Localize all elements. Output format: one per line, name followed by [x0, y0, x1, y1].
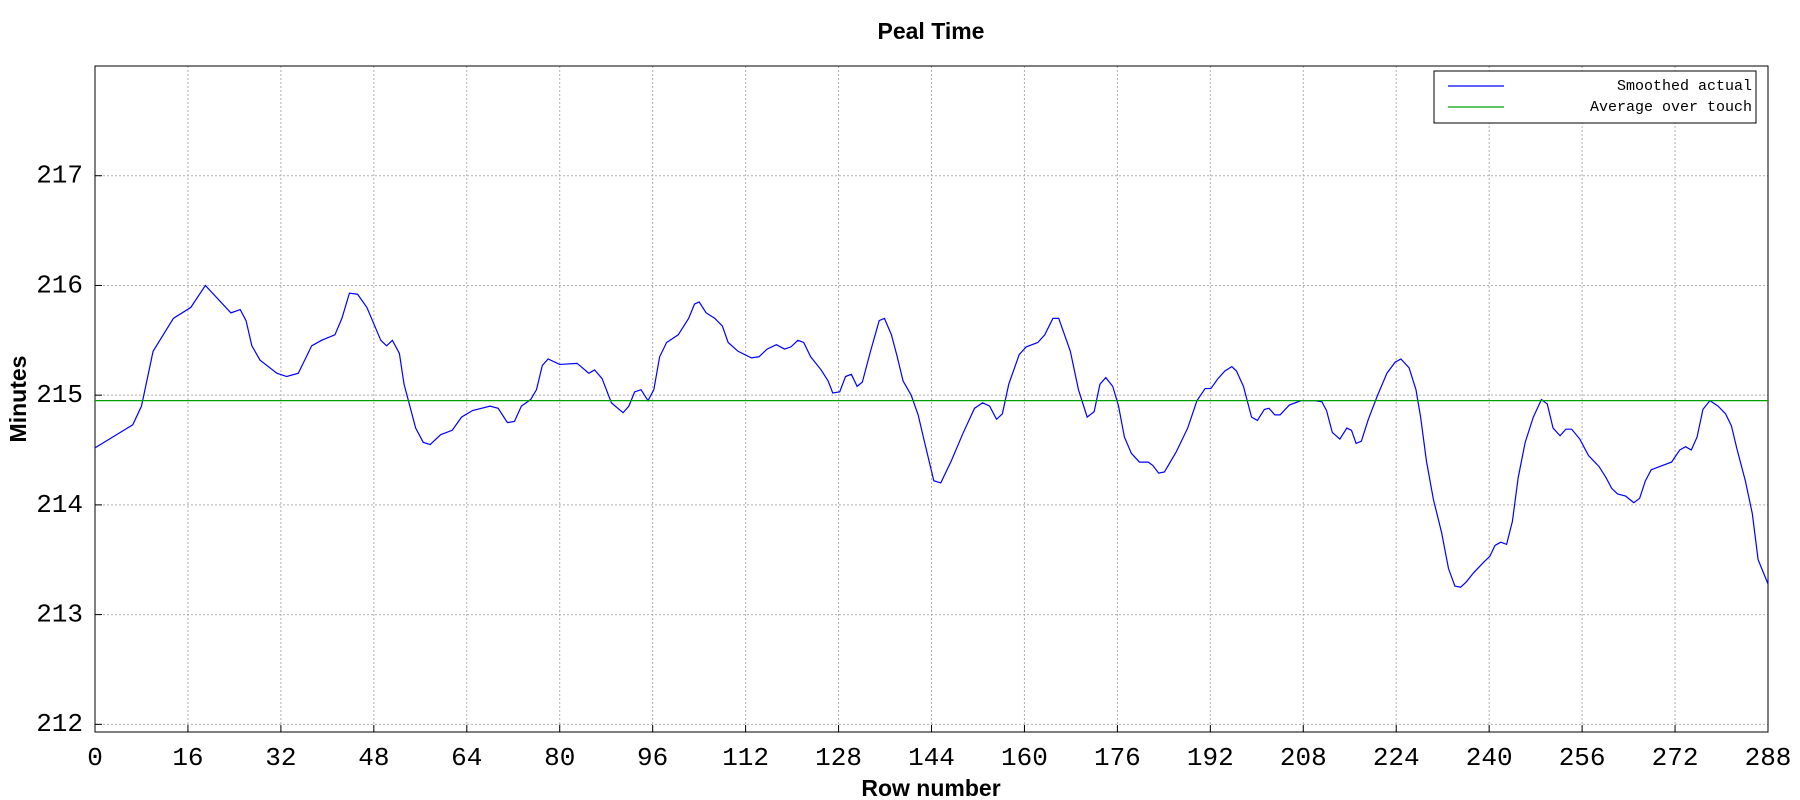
x-tick-label: 112: [722, 743, 769, 773]
legend-box: [1433, 70, 1757, 124]
x-tick-label: 256: [1559, 743, 1606, 773]
y-axis-label: Minutes: [5, 356, 31, 443]
y-tick-label: 216: [36, 270, 83, 300]
x-tick-label: 128: [815, 743, 862, 773]
chart-title: Peal Time: [878, 18, 985, 44]
x-tick-label: 160: [1001, 743, 1048, 773]
x-tick-label: 240: [1466, 743, 1513, 773]
legend-label: Average over touch: [1590, 99, 1752, 116]
x-tick-label: 192: [1187, 743, 1234, 773]
x-tick-label: 208: [1280, 743, 1327, 773]
x-tick-label: 96: [637, 743, 668, 773]
y-tick-label: 212: [36, 709, 83, 739]
legend-label: Smoothed actual: [1617, 78, 1752, 95]
x-tick-label: 48: [358, 743, 389, 773]
y-tick-label: 214: [36, 490, 83, 520]
y-tick-label: 215: [36, 380, 83, 410]
x-axis-label: Row number: [861, 775, 1000, 800]
y-tick-label: 213: [36, 599, 83, 629]
x-tick-label: 64: [451, 743, 482, 773]
x-tick-label: 224: [1373, 743, 1420, 773]
y-tick-label: 217: [36, 161, 83, 191]
x-tick-label: 144: [908, 743, 955, 773]
x-tick-label: 288: [1745, 743, 1792, 773]
x-tick-label: 80: [544, 743, 575, 773]
x-tick-label: 272: [1652, 743, 1699, 773]
x-tick-label: 16: [172, 743, 203, 773]
x-tick-label: 32: [265, 743, 296, 773]
x-tick-label: 0: [87, 743, 103, 773]
series-line: [94, 284, 1769, 588]
x-tick-label: 176: [1094, 743, 1141, 773]
plot-frame: [94, 65, 1769, 733]
